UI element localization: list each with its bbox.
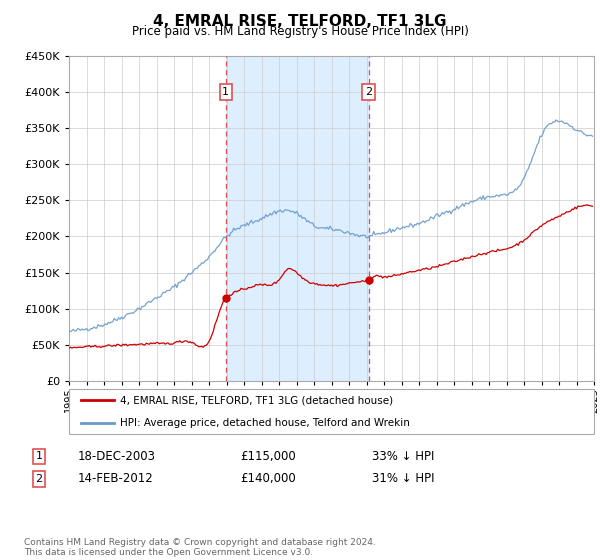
Bar bbox=[226, 56, 368, 381]
Text: £115,000: £115,000 bbox=[240, 450, 296, 463]
Text: 18-DEC-2003: 18-DEC-2003 bbox=[78, 450, 156, 463]
Text: 4, EMRAL RISE, TELFORD, TF1 3LG (detached house): 4, EMRAL RISE, TELFORD, TF1 3LG (detache… bbox=[120, 395, 393, 405]
Text: 33% ↓ HPI: 33% ↓ HPI bbox=[372, 450, 434, 463]
Text: 2: 2 bbox=[35, 474, 43, 484]
Text: 1: 1 bbox=[35, 451, 43, 461]
Text: £140,000: £140,000 bbox=[240, 472, 296, 486]
Text: 14-FEB-2012: 14-FEB-2012 bbox=[78, 472, 154, 486]
Text: 2: 2 bbox=[365, 87, 372, 97]
Text: 31% ↓ HPI: 31% ↓ HPI bbox=[372, 472, 434, 486]
Text: 1: 1 bbox=[223, 87, 229, 97]
Text: 4, EMRAL RISE, TELFORD, TF1 3LG: 4, EMRAL RISE, TELFORD, TF1 3LG bbox=[153, 14, 447, 29]
Text: Price paid vs. HM Land Registry's House Price Index (HPI): Price paid vs. HM Land Registry's House … bbox=[131, 25, 469, 38]
Text: HPI: Average price, detached house, Telford and Wrekin: HPI: Average price, detached house, Telf… bbox=[120, 418, 410, 428]
Text: Contains HM Land Registry data © Crown copyright and database right 2024.
This d: Contains HM Land Registry data © Crown c… bbox=[24, 538, 376, 557]
